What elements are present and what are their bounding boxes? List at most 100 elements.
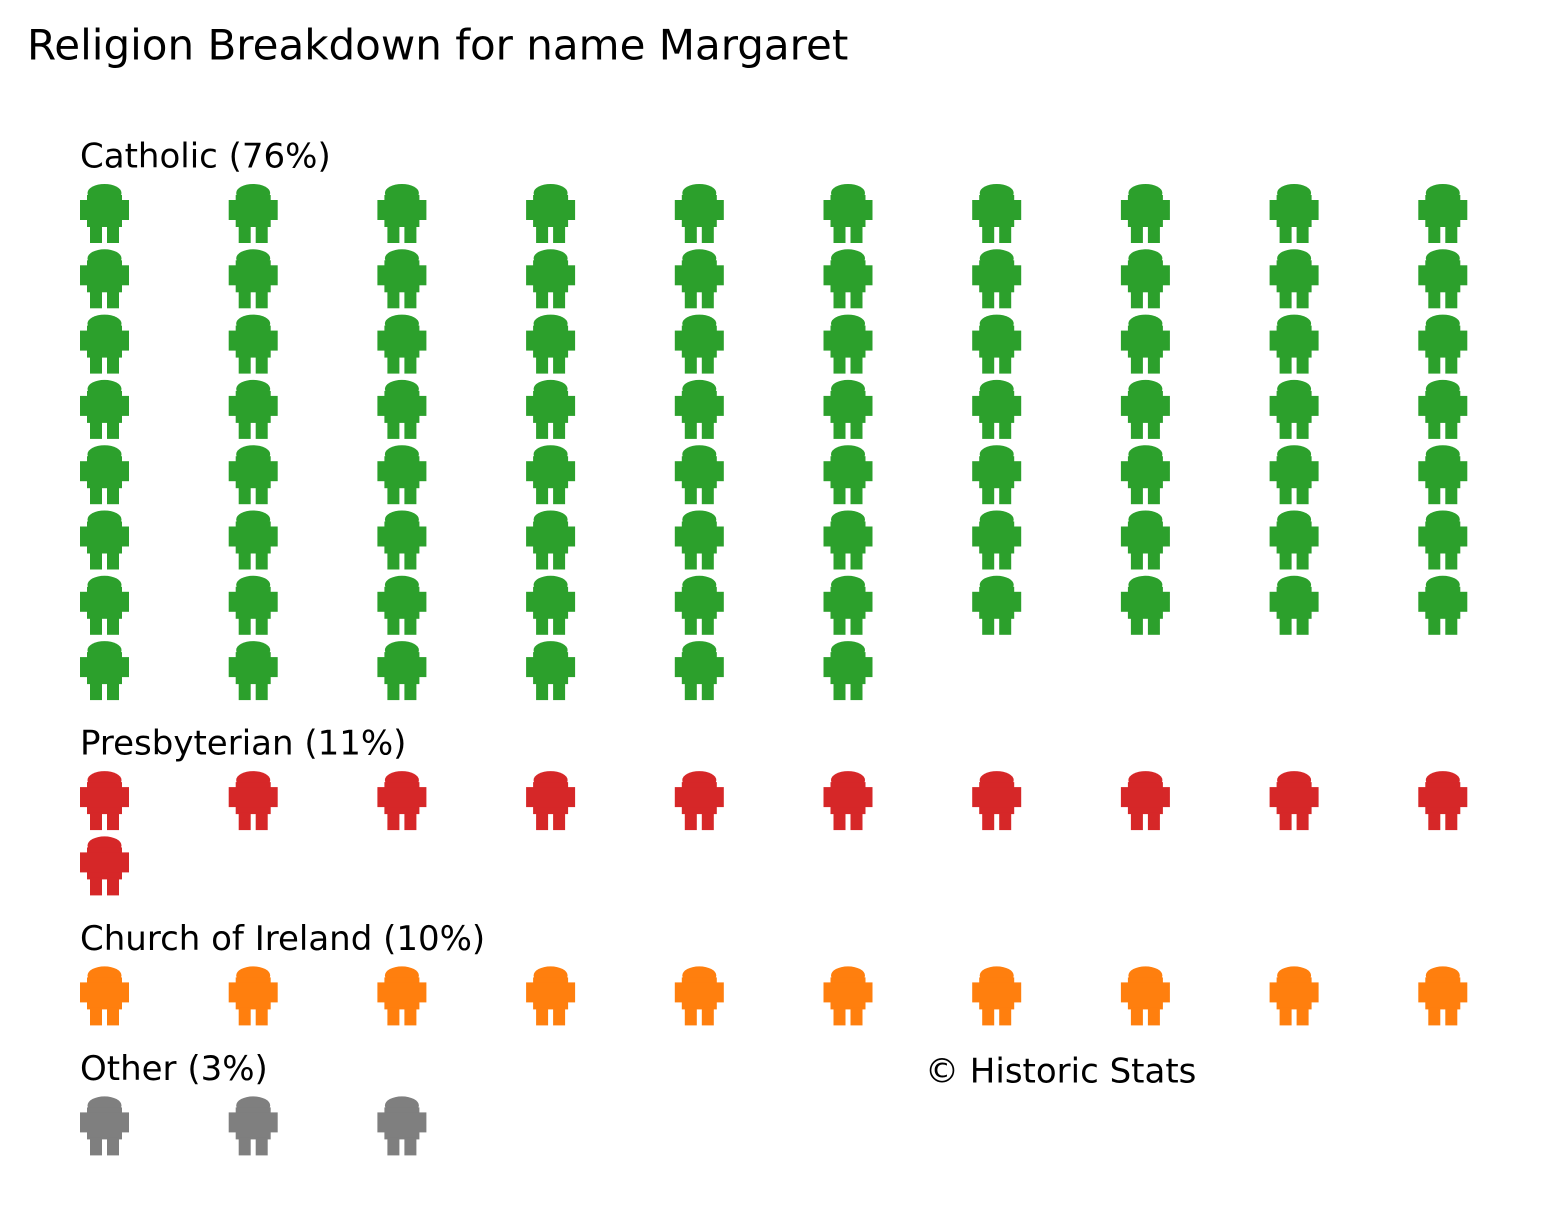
icon-leg [107,812,119,831]
icon-leg [850,486,863,505]
icon-leg [1147,420,1160,439]
icon-leg [1296,551,1309,570]
icon-leg [1428,551,1441,570]
icon-leg [255,551,268,570]
icon-arms [1418,265,1468,286]
icon-leg [999,225,1012,243]
icon-arms [674,526,724,547]
icon-arms [1269,526,1319,547]
icon-leg [684,616,697,635]
person-icon [80,445,129,505]
icon-leg [982,812,995,831]
icon-leg [404,812,417,831]
icon-arms [80,461,129,482]
icon-arms [674,461,724,482]
person-icon [972,510,1022,570]
icon-leg [982,551,995,570]
icon-leg [536,290,549,309]
icon-leg [833,682,846,701]
person-icon [823,445,873,505]
person-icon [526,184,576,243]
icon-leg [1147,551,1160,570]
icon-leg [701,616,714,635]
category-label: Other (3%) [80,1049,268,1089]
icon-leg [90,682,102,701]
icon-leg [1130,1007,1143,1026]
icon-leg [107,420,119,439]
icon-leg [850,812,863,831]
icon-arms [823,330,873,351]
icon-arms [972,526,1022,547]
person-icon [526,445,576,505]
icon-leg [90,1007,102,1026]
person-icon [80,641,129,701]
icon-leg [404,420,417,439]
icon-arms [80,787,129,808]
icon-leg [1445,812,1458,831]
icon-leg [404,486,417,505]
icon-arms [1269,200,1319,220]
icon-leg [1445,1007,1458,1026]
icon-leg [553,551,566,570]
icon-arms [1269,461,1319,482]
icon-arms [228,395,278,416]
icon-leg [387,551,400,570]
icon-arms [823,200,873,220]
icon-arms [972,265,1022,286]
icon-arms [80,395,129,416]
icon-leg [1296,616,1309,635]
icon-leg [833,551,846,570]
icon-leg [255,812,268,831]
icon-leg [1130,225,1143,243]
icon-leg [90,551,102,570]
icon-leg [387,1007,400,1026]
icon-leg [107,1137,119,1156]
person-icon [377,1096,427,1156]
icon-leg [107,486,119,505]
icon-leg [238,355,251,374]
icon-arms [1418,461,1468,482]
icon-leg [982,1007,995,1026]
icon-leg [107,682,119,701]
icon-leg [684,812,697,831]
icon-leg [684,420,697,439]
icon-leg [833,225,846,243]
category-label: Church of Ireland (10%) [80,919,485,959]
icon-leg [850,682,863,701]
person-icon [674,184,724,243]
person-icon [377,379,427,439]
icon-leg [1296,812,1309,831]
icon-leg [255,1137,268,1156]
icon-arms [377,395,427,416]
icon-arms [1269,330,1319,351]
icon-arms [1418,787,1468,808]
icon-arms [1120,200,1170,220]
icon-arms [377,200,427,220]
icon-leg [1130,290,1143,309]
icon-arms [526,395,576,416]
icon-leg [701,1007,714,1026]
icon-leg [1279,290,1292,309]
icon-arms [228,265,278,286]
icon-leg [255,682,268,701]
icon-leg [1147,1007,1160,1026]
icon-arms [972,982,1022,1003]
person-icon [1120,966,1170,1026]
icon-leg [404,1007,417,1026]
icon-arms [526,461,576,482]
icon-arms [228,787,278,808]
person-icon [1418,966,1468,1026]
icon-leg [833,616,846,635]
icon-leg [999,812,1012,831]
icon-leg [1130,355,1143,374]
icon-leg [684,355,697,374]
icon-arms [526,591,576,612]
person-icon [823,314,873,374]
icon-arms [1269,591,1319,612]
icon-arms [1269,265,1319,286]
icon-leg [982,355,995,374]
icon-arms [1120,526,1170,547]
icon-arms [674,330,724,351]
icon-leg [387,812,400,831]
